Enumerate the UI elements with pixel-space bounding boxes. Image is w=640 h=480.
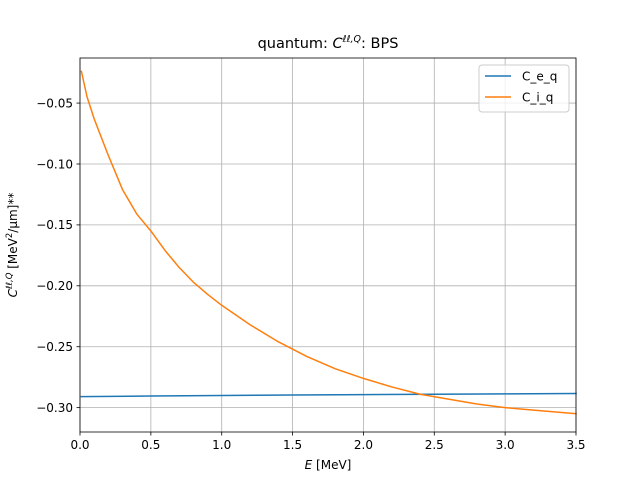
axes-frame xyxy=(79,57,577,433)
title-symbol: C xyxy=(333,36,344,52)
y-tick-label: −0.30 xyxy=(36,401,73,415)
y-tick-label: −0.25 xyxy=(36,340,73,354)
ylabel-superscript: ℓℓ,Q xyxy=(5,272,15,290)
ylabel-unit-a: [MeV xyxy=(6,237,20,272)
ylabel-symbol: C xyxy=(6,288,20,297)
title-suffix: : BPS xyxy=(361,36,398,52)
x-tick-label: 1.0 xyxy=(212,438,231,452)
title-superscript: ℓℓ,Q xyxy=(343,34,362,45)
plot-area: 0.0 0.5 1.0 1.5 2.0 2.5 3.0 3.5 −0.05 −0.10 −0.15… xyxy=(36,57,586,452)
x-tick-label: 2.5 xyxy=(425,438,444,452)
ylabel-unit-sup: 2 xyxy=(5,233,15,238)
x-tick-label: 2.0 xyxy=(354,438,373,452)
xlabel-unit: [MeV] xyxy=(312,458,351,472)
x-tick-label: 0.5 xyxy=(141,438,160,452)
ylabel-unit-b: /μm]** xyxy=(6,193,20,233)
series-lines xyxy=(80,70,577,415)
x-axis-label: E [MeV] xyxy=(305,458,352,472)
x-axis-ticks: 0.0 0.5 1.0 1.5 2.0 2.5 3.0 3.5 xyxy=(70,432,586,452)
axes-background xyxy=(80,58,576,432)
legend: C_e_q C_i_q xyxy=(478,64,570,113)
xlabel-symbol: E xyxy=(305,458,313,472)
legend-label-c-e-q: C_e_q xyxy=(522,69,557,83)
y-axis-label: Cℓℓ,Q [MeV2/μm]** xyxy=(5,193,20,298)
series-line-c-e-q xyxy=(80,392,577,398)
legend-label-c-i-q: C_i_q xyxy=(522,90,553,104)
x-tick-label: 1.5 xyxy=(283,438,302,452)
series-line-c-i-q xyxy=(80,70,577,415)
x-tick-label: 3.5 xyxy=(566,438,585,452)
y-tick-label: −0.20 xyxy=(36,279,73,293)
chart-title: quantum: Cℓℓ,Q: BPS xyxy=(258,34,399,52)
y-tick-label: −0.05 xyxy=(36,96,73,110)
x-tick-label: 0.0 xyxy=(70,438,89,452)
y-tick-label: −0.10 xyxy=(36,157,73,171)
title-prefix: quantum: xyxy=(258,36,333,52)
x-tick-label: 3.0 xyxy=(496,438,515,452)
y-tick-label: −0.15 xyxy=(36,218,73,232)
y-axis-ticks: −0.05 −0.10 −0.15 −0.20 −0.25 −0.30 xyxy=(36,96,80,415)
